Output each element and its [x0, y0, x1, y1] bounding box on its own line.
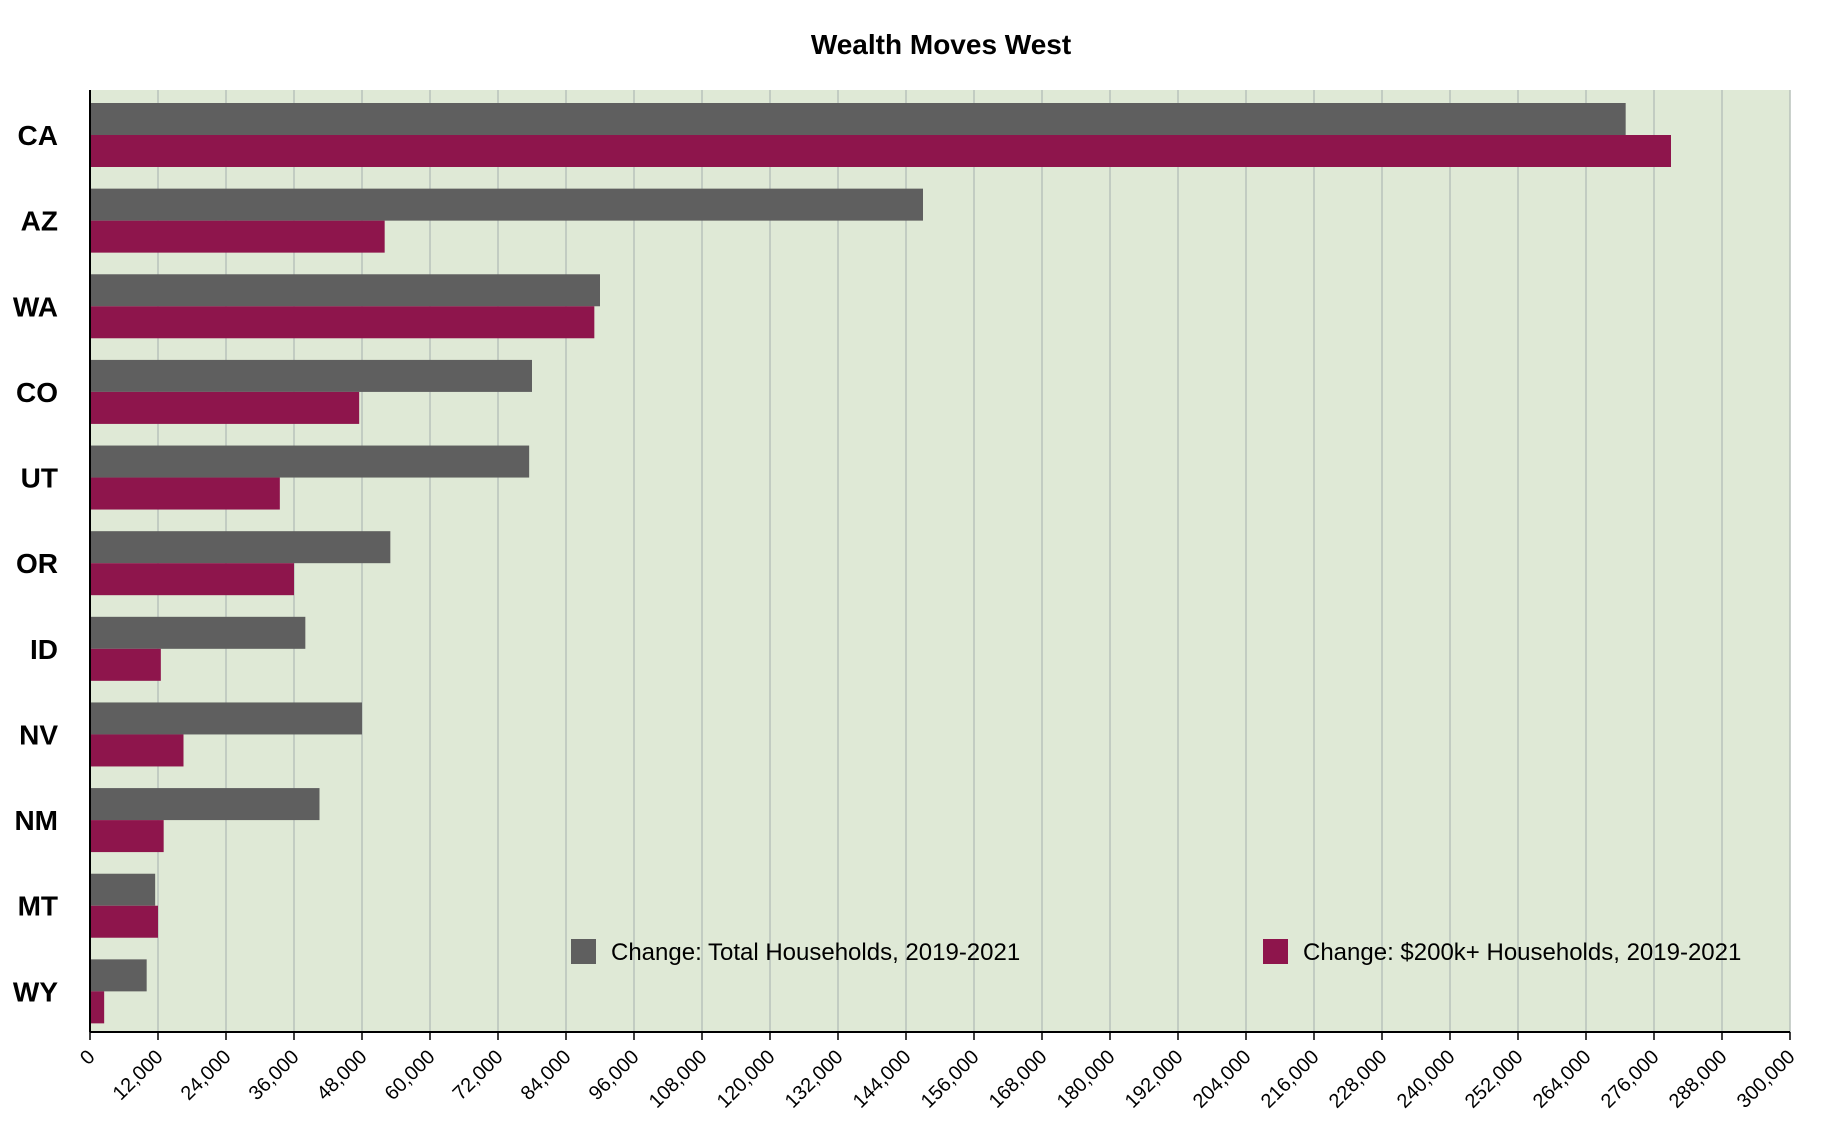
bar-ut-series-1: [90, 445, 530, 478]
category-label-co: CO: [16, 377, 58, 408]
legend-label-series-1: Change: Total Households, 2019-2021: [611, 939, 1020, 966]
bar-ca-series-1: [90, 103, 1626, 135]
x-tick-label: 96,000: [585, 1046, 644, 1105]
x-tick-label: 132,000: [781, 1046, 848, 1113]
x-tick-label: 192,000: [1121, 1046, 1188, 1113]
category-label-ca: CA: [18, 120, 58, 151]
bar-mt-series-2: [90, 905, 158, 938]
x-tick-label: 60,000: [381, 1046, 440, 1105]
bar-id-series-2: [90, 648, 161, 681]
bar-co-series-2: [90, 391, 360, 424]
x-tick-label: 36,000: [245, 1046, 304, 1105]
x-tick-label: 252,000: [1461, 1046, 1528, 1113]
bar-nv-series-1: [90, 702, 362, 735]
x-tick-label: 84,000: [517, 1046, 576, 1105]
category-label-ut: UT: [21, 463, 58, 494]
x-tick-label: 120,000: [713, 1046, 780, 1113]
x-tick-label: 0: [76, 1046, 99, 1069]
bar-id-series-1: [90, 616, 306, 649]
bar-az-series-1: [90, 188, 923, 221]
legend-swatch-series-2: [1263, 939, 1288, 964]
bar-nm-series-2: [90, 820, 164, 853]
x-tick-label: 216,000: [1257, 1046, 1324, 1113]
bar-wa-series-2: [90, 306, 595, 339]
bar-or-series-2: [90, 563, 294, 596]
bar-co-series-1: [90, 359, 532, 392]
bar-wa-series-1: [90, 274, 600, 307]
x-tick-label: 24,000: [177, 1046, 236, 1105]
x-tick-label: 156,000: [917, 1046, 984, 1113]
bar-ca-series-2: [90, 135, 1671, 167]
category-label-or: OR: [16, 548, 58, 579]
x-tick-label: 228,000: [1325, 1046, 1392, 1113]
bar-ut-series-2: [90, 477, 280, 510]
bar-wy-series-2: [90, 991, 105, 1024]
x-tick-label: 108,000: [645, 1046, 712, 1113]
bar-az-series-2: [90, 220, 385, 253]
legend-swatch-series-1: [571, 939, 596, 964]
bar-nv-series-2: [90, 734, 184, 767]
category-label-wa: WA: [13, 291, 58, 322]
x-tick-label: 204,000: [1189, 1046, 1256, 1113]
x-tick-label: 144,000: [849, 1046, 916, 1113]
category-label-wy: WY: [13, 976, 58, 1007]
x-tick-label: 180,000: [1053, 1046, 1120, 1113]
category-label-id: ID: [30, 634, 58, 665]
category-label-nv: NV: [19, 719, 58, 750]
bar-or-series-1: [90, 531, 391, 564]
bar-nm-series-1: [90, 788, 320, 821]
category-label-az: AZ: [21, 206, 58, 237]
x-tick-label: 240,000: [1393, 1046, 1460, 1113]
x-tick-label: 48,000: [313, 1046, 372, 1105]
x-tick-label: 168,000: [985, 1046, 1052, 1113]
category-label-mt: MT: [18, 891, 58, 922]
legend-label-series-2: Change: $200k+ Households, 2019-2021: [1303, 939, 1741, 966]
x-tick-label: 288,000: [1665, 1046, 1732, 1113]
x-tick-label: 300,000: [1733, 1046, 1800, 1113]
chart-title: Wealth Moves West: [811, 29, 1071, 60]
category-label-nm: NM: [14, 805, 58, 836]
x-tick-label: 276,000: [1597, 1046, 1664, 1113]
bar-wy-series-1: [90, 959, 147, 992]
bar-mt-series-1: [90, 873, 156, 906]
x-tick-label: 264,000: [1529, 1046, 1596, 1113]
x-tick-label: 72,000: [449, 1046, 508, 1105]
x-tick-label: 12,000: [109, 1046, 168, 1105]
